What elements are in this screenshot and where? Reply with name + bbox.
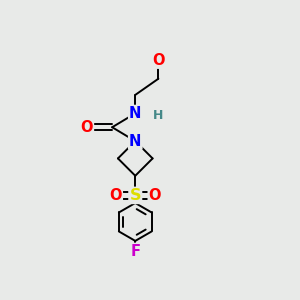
Text: S: S [130, 188, 141, 203]
Text: N: N [129, 134, 142, 148]
Text: O: O [110, 188, 122, 203]
Text: O: O [152, 53, 165, 68]
Text: H: H [153, 109, 164, 122]
Text: O: O [149, 188, 161, 203]
Text: O: O [80, 120, 93, 135]
Text: N: N [129, 106, 142, 121]
Text: F: F [130, 244, 140, 259]
